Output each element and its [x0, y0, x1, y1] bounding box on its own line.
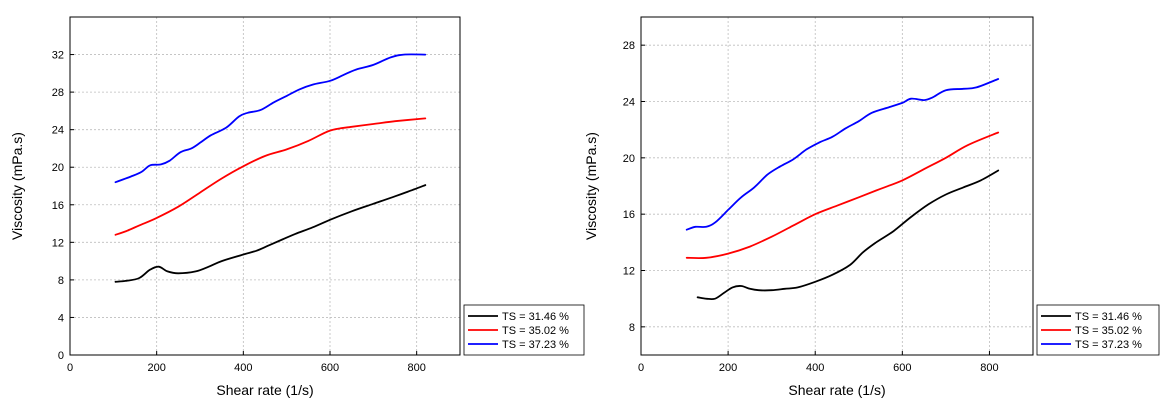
- x-axis-label: Shear rate (1/s): [216, 382, 313, 398]
- series-line-2: [114, 117, 427, 236]
- y-tick-label: 12: [623, 266, 635, 278]
- series-line-1: [696, 169, 1000, 301]
- y-tick-label: 20: [623, 153, 635, 165]
- y-tick-label: 32: [52, 50, 64, 62]
- y-tick-label: 24: [623, 97, 635, 109]
- x-tick-label: 200: [719, 362, 737, 374]
- x-tick-label: 0: [67, 362, 73, 374]
- y-tick-label: 4: [58, 312, 64, 324]
- series-line-3: [685, 78, 1000, 231]
- legend-label: TS = 35.02 %: [502, 325, 569, 337]
- series-line-1: [114, 184, 427, 283]
- y-axis-label: Viscosity (mPa.s): [9, 132, 25, 240]
- x-tick-label: 600: [321, 362, 339, 374]
- legend-label: TS = 31.46 %: [1075, 311, 1142, 323]
- y-axis-label: Viscosity (mPa.s): [583, 132, 599, 240]
- y-tick-label: 0: [58, 350, 64, 362]
- y-tick-label: 16: [623, 209, 635, 221]
- x-tick-label: 800: [407, 362, 425, 374]
- legend: TS = 31.46 % TS = 35.02 % TS = 37.23 %: [1036, 304, 1160, 356]
- chart-1: 0 200 400 600 800 0 4 8 12 16 20 24 28 32 Shear rate (…: [9, 16, 585, 398]
- y-tick-label: 16: [52, 200, 64, 212]
- x-tick-label: 400: [806, 362, 824, 374]
- y-tick-label: 28: [52, 87, 64, 99]
- x-tick-label: 0: [638, 362, 644, 374]
- plot-frame: [640, 16, 1034, 356]
- legend-label: TS = 31.46 %: [502, 311, 569, 323]
- plot-frame: [69, 16, 461, 356]
- legend-label: TS = 37.23 %: [502, 339, 569, 351]
- x-tick-label: 400: [234, 362, 252, 374]
- legend-label: TS = 35.02 %: [1075, 325, 1142, 337]
- x-tick-label: 800: [980, 362, 998, 374]
- series-line-3: [114, 53, 427, 184]
- legend-label: TS = 37.23 %: [1075, 339, 1142, 351]
- y-tick-label: 20: [52, 162, 64, 174]
- x-tick-label: 600: [893, 362, 911, 374]
- y-tick-label: 8: [58, 275, 64, 287]
- chart-2: 0 200 400 600 800 8 12 16 20 24 28 Shear rate (1/s)…: [583, 16, 1160, 398]
- y-tick-label: 12: [52, 237, 64, 249]
- y-tick-label: 24: [52, 125, 64, 137]
- legend: TS = 31.46 % TS = 35.02 % TS = 37.23 %: [463, 304, 585, 356]
- y-tick-label: 8: [629, 322, 635, 334]
- series-line-2: [685, 131, 1000, 260]
- y-tick-label: 28: [623, 40, 635, 52]
- x-axis-label: Shear rate (1/s): [788, 382, 885, 398]
- x-tick-label: 200: [147, 362, 165, 374]
